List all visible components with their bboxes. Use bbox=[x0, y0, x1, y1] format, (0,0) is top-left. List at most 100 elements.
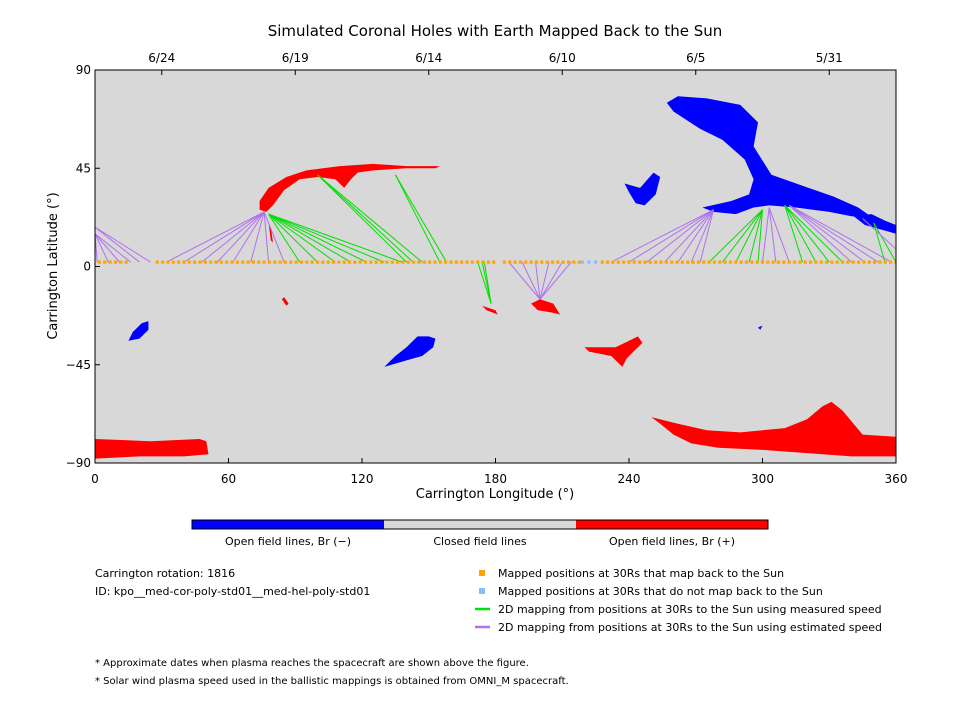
colorbar-frame bbox=[191, 519, 769, 530]
mapping-line-estimated bbox=[699, 209, 715, 263]
mapped-position-point bbox=[534, 260, 539, 264]
mapped-position-point bbox=[744, 260, 749, 264]
mapped-position-point bbox=[401, 260, 405, 264]
mapped-position-point bbox=[433, 260, 437, 264]
mapped-position-point bbox=[878, 260, 882, 264]
mapped-position-point bbox=[219, 260, 223, 264]
mapping-line-measured bbox=[268, 213, 367, 263]
legend: Mapped positions at 30Rs that map back t… bbox=[475, 567, 882, 634]
mapping-line-estimated bbox=[862, 218, 896, 250]
mapped-position-point bbox=[718, 260, 722, 264]
mapped-position-point bbox=[257, 260, 261, 264]
mapped-position-point bbox=[342, 260, 346, 264]
mapped-position-point bbox=[171, 260, 175, 264]
mapped-position-point bbox=[155, 260, 159, 264]
mapping-line-estimated bbox=[521, 261, 541, 300]
mapped-position-point bbox=[702, 260, 706, 264]
mapped-position-point bbox=[696, 260, 701, 264]
mapped-position-point bbox=[873, 260, 877, 264]
mapped-position-point bbox=[513, 260, 517, 264]
top-date-axis: 6/24 6/19 6/14 6/10 6/5 5/31 bbox=[148, 51, 843, 75]
chart-title: Simulated Coronal Holes with Earth Mappe… bbox=[268, 22, 723, 40]
mapped-position-point bbox=[182, 260, 186, 264]
mapping-line-measured bbox=[268, 213, 318, 263]
mapped-position-point bbox=[723, 260, 727, 264]
mapped-position-point bbox=[203, 260, 207, 264]
mapping-line-estimated bbox=[768, 207, 777, 263]
mapped-position-point bbox=[600, 260, 604, 264]
mapping-line-estimated bbox=[183, 211, 265, 263]
mapped-position-point bbox=[273, 260, 277, 264]
mapped-position-point bbox=[561, 260, 565, 264]
mapped-position-point bbox=[782, 260, 786, 264]
mapped-position-point bbox=[124, 260, 128, 264]
mapped-position-point bbox=[808, 260, 813, 264]
carrington-rotation-label: Carrington rotation: 1816 bbox=[95, 567, 235, 580]
mapped-position-point bbox=[670, 260, 674, 264]
mapped-position-point bbox=[198, 260, 202, 264]
mapped-position-point bbox=[550, 260, 555, 264]
mapped-positions-layer bbox=[97, 260, 896, 264]
mapping-line-estimated bbox=[664, 209, 714, 263]
mapped-position-point bbox=[707, 260, 711, 264]
mapped-position-point bbox=[616, 260, 620, 264]
mapped-position-point bbox=[246, 260, 250, 264]
mapped-position-point bbox=[611, 260, 615, 264]
coronal-hole-positive bbox=[651, 401, 896, 457]
mapped-position-point bbox=[299, 260, 304, 264]
mapped-position-point bbox=[712, 260, 717, 264]
y-tick-label: −45 bbox=[66, 358, 91, 372]
mapped-position-point bbox=[108, 260, 112, 264]
mapped-position-point bbox=[894, 260, 896, 264]
mapped-position-point bbox=[331, 260, 336, 264]
mapping-line-estimated bbox=[762, 207, 770, 263]
mapped-position-point bbox=[846, 260, 850, 264]
mapped-position-point bbox=[776, 260, 781, 264]
mapping-line-measured bbox=[394, 174, 441, 263]
mapped-position-point bbox=[622, 260, 626, 264]
mapping-line-measured bbox=[873, 222, 896, 263]
mapped-position-point bbox=[638, 260, 642, 264]
y-tick-label: 45 bbox=[76, 161, 91, 175]
mapped-position-point bbox=[177, 260, 181, 264]
mapped-position-point bbox=[161, 260, 165, 264]
legend-label: 2D mapping from positions at 30Rs to the… bbox=[498, 621, 882, 634]
coronal-hole-negative bbox=[128, 321, 149, 341]
mapped-position-point bbox=[294, 260, 298, 264]
mapped-position-point bbox=[241, 260, 245, 264]
mapped-position-point bbox=[540, 260, 544, 264]
mapped-position-point bbox=[390, 260, 394, 264]
x-tick-label: 360 bbox=[885, 472, 908, 486]
note-speed-source: * Solar wind plasma speed used in the ba… bbox=[95, 676, 569, 687]
coronal-hole-negative bbox=[624, 172, 661, 206]
mapped-position-point bbox=[739, 260, 743, 264]
mapped-position-point bbox=[193, 260, 197, 264]
mapped-position-point bbox=[728, 260, 733, 264]
top-date-label: 6/10 bbox=[549, 51, 576, 65]
mapped-position-point bbox=[524, 260, 528, 264]
legend-swatch bbox=[479, 588, 485, 594]
mapping-line-estimated bbox=[508, 261, 541, 300]
mapped-position-point bbox=[803, 260, 807, 264]
coronal-hole-positive bbox=[531, 299, 560, 315]
mapped-position-point bbox=[113, 260, 118, 264]
mapping-line-estimated bbox=[95, 233, 109, 263]
mapped-position-point bbox=[289, 260, 293, 264]
mapping-line-estimated bbox=[646, 209, 714, 263]
mapped-position-point bbox=[235, 260, 239, 264]
mapped-position-point bbox=[643, 260, 647, 264]
mapping-line-measured bbox=[477, 261, 492, 304]
mapped-position-point bbox=[654, 260, 658, 264]
mapping-line-estimated bbox=[788, 204, 866, 263]
coronal-hole-positive bbox=[259, 163, 440, 212]
mapped-position-point bbox=[251, 260, 256, 264]
mapped-position-point bbox=[502, 260, 506, 264]
mapped-position-point bbox=[166, 260, 170, 264]
mapped-position-point bbox=[755, 260, 759, 264]
mapped-position-point bbox=[486, 260, 490, 264]
mapped-position-point bbox=[734, 260, 738, 264]
mapping-line-estimated bbox=[95, 226, 151, 263]
mapped-position-point bbox=[867, 260, 871, 264]
mapped-position-point bbox=[798, 260, 802, 264]
mapping-line-estimated bbox=[95, 233, 120, 263]
